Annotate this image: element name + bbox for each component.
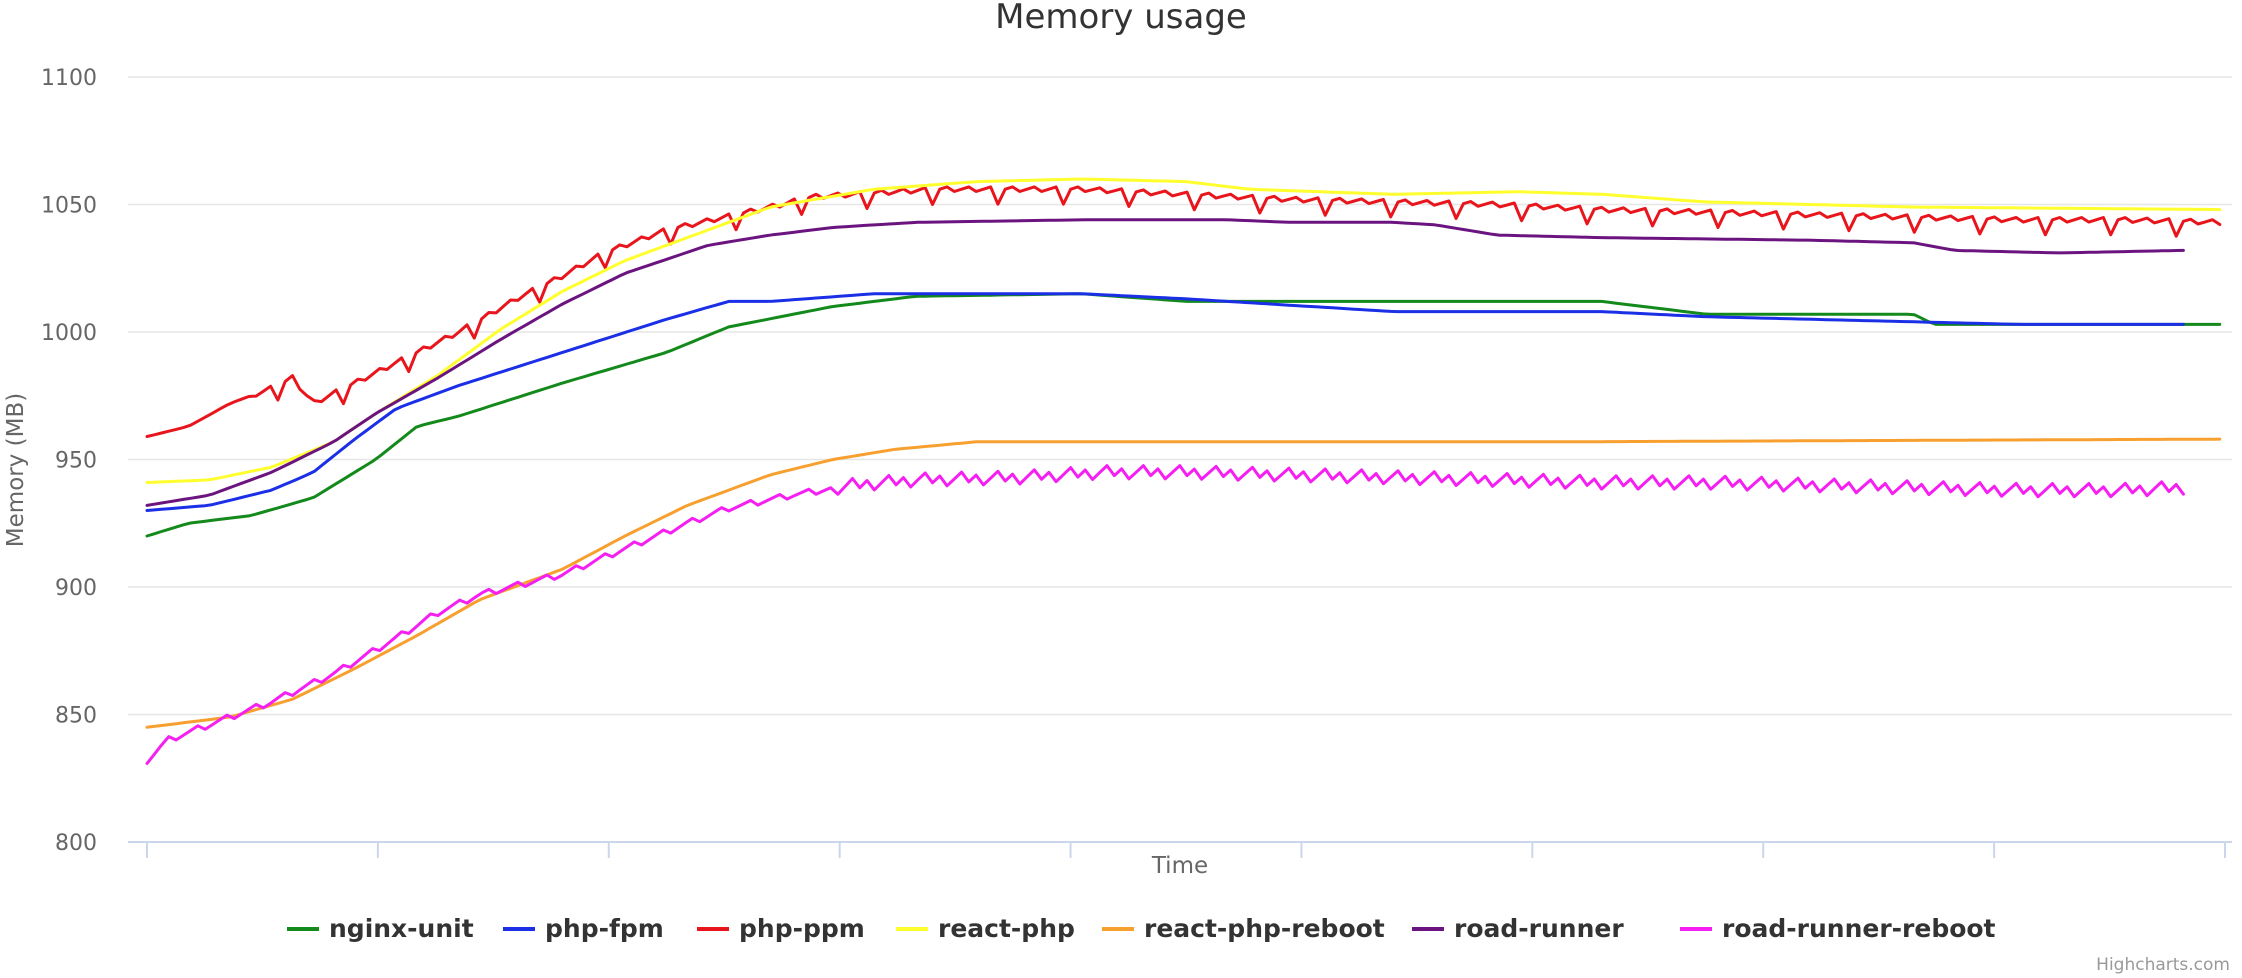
series-line-php-ppm: [145, 185, 2222, 438]
legend-label: php-ppm: [739, 914, 865, 943]
legend-label: road-runner: [1454, 914, 1624, 943]
legend-label: react-php: [938, 914, 1075, 943]
y-tick-label: 950: [55, 449, 97, 474]
chart-title: Memory usage: [995, 0, 1247, 37]
legend-item-road-runner-reboot[interactable]: road-runner-reboot: [1680, 914, 1996, 943]
legend-item-road-runner[interactable]: road-runner: [1412, 914, 1624, 943]
plot-area: [145, 177, 2222, 765]
y-tick-label: 850: [55, 704, 97, 729]
legend-label: road-runner-reboot: [1722, 914, 1996, 943]
x-axis-title: Time: [1151, 853, 1208, 879]
series-line-road-runner-reboot: [145, 464, 2185, 765]
series-line-react-php: [145, 177, 2222, 484]
y-tick-label: 900: [55, 576, 97, 601]
y-tick-label: 800: [55, 831, 97, 856]
legend-item-nginx-unit[interactable]: nginx-unit: [287, 914, 474, 943]
legend-label: react-php-reboot: [1144, 914, 1385, 943]
y-axis-title: Memory (MB): [3, 393, 29, 547]
credits-link[interactable]: Highcharts.com: [2096, 955, 2230, 975]
y-tick-label: 1100: [41, 66, 97, 91]
legend: nginx-unit php-fpm php-ppm react-php react-p…: [287, 914, 1996, 943]
series-line-php-fpm: [145, 292, 2185, 512]
y-gridlines: [128, 76, 2232, 716]
series-line-react-php-reboot: [145, 437, 2222, 729]
legend-item-react-php-reboot[interactable]: react-php-reboot: [1102, 914, 1385, 943]
x-axis: [128, 841, 2232, 858]
y-axis-tick-labels: 800 850 900 950 1000 1050 1100: [41, 66, 97, 856]
y-tick-label: 1050: [41, 194, 97, 219]
legend-item-react-php[interactable]: react-php: [896, 914, 1075, 943]
legend-label: nginx-unit: [329, 914, 474, 943]
series-line-road-runner: [145, 218, 2185, 507]
series-line-nginx-unit: [145, 292, 2222, 538]
legend-item-php-ppm[interactable]: php-ppm: [697, 914, 865, 943]
legend-item-php-fpm[interactable]: php-fpm: [503, 914, 664, 943]
y-tick-label: 1000: [41, 321, 97, 346]
legend-label: php-fpm: [545, 914, 664, 943]
